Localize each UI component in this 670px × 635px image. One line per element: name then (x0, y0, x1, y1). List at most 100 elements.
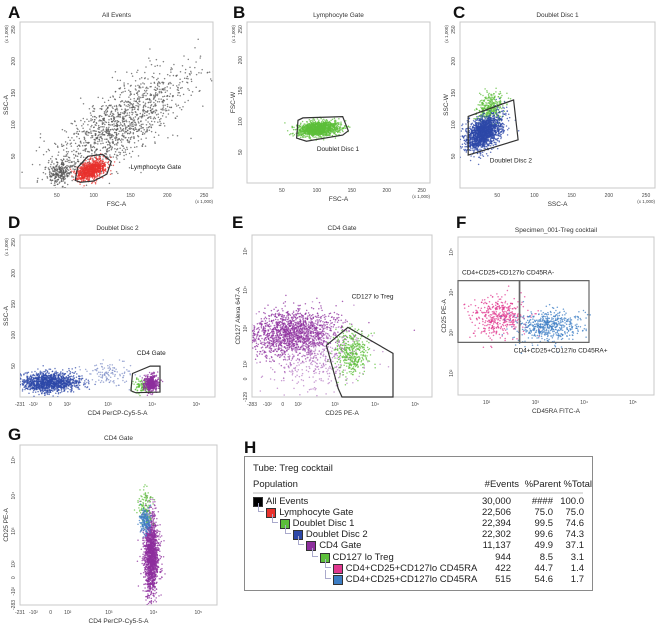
event-dot (81, 131, 83, 133)
event-dot (156, 100, 159, 103)
x-tick-label: 50 (54, 193, 60, 199)
event-dot (337, 125, 340, 128)
event-dot (144, 131, 147, 133)
event-dot (331, 134, 334, 137)
event-dot (327, 121, 330, 124)
event-dot (168, 106, 171, 108)
event-dot (340, 123, 343, 126)
gate-label: Lymphocyte Gate (130, 164, 181, 171)
event-dot (104, 153, 106, 155)
event-dot (140, 138, 143, 140)
event-dot (121, 144, 123, 147)
event-dot (94, 164, 96, 167)
event-dot (90, 167, 92, 170)
event-dot (87, 141, 90, 144)
event-dot (130, 146, 132, 149)
event-dot (492, 110, 494, 112)
event-dot (158, 124, 161, 127)
event-dot (89, 112, 92, 114)
event-dot (116, 109, 119, 111)
event-dot (136, 71, 138, 74)
event-dot (91, 105, 94, 108)
event-dot (142, 96, 145, 98)
event-dot (158, 119, 161, 121)
event-dot (85, 148, 87, 150)
event-dot (489, 145, 492, 147)
event-dot (501, 94, 503, 97)
event-dot (120, 105, 122, 108)
event-dot (127, 82, 129, 85)
event-dot (326, 121, 329, 123)
event-dot (38, 196, 40, 198)
event-dot (71, 170, 73, 173)
gate-polygon[interactable] (74, 153, 113, 183)
event-dot (212, 71, 213, 73)
event-dot (153, 82, 156, 84)
event-dot (163, 87, 165, 90)
event-dot (160, 90, 162, 93)
event-dot (61, 180, 63, 183)
event-dot (48, 171, 51, 174)
event-dot (68, 161, 70, 164)
y-tick-label: 100 (11, 120, 17, 129)
event-dot (132, 132, 135, 135)
event-dot (293, 126, 295, 129)
event-dot (187, 58, 190, 61)
event-dot (106, 114, 108, 116)
event-dot (87, 164, 89, 166)
event-dot (124, 109, 127, 111)
event-dot (140, 83, 142, 85)
event-dot (119, 126, 122, 129)
event-dot (145, 98, 147, 101)
event-dot (89, 157, 92, 159)
event-dot (301, 133, 303, 136)
event-dot (60, 171, 62, 174)
event-dot (91, 153, 93, 155)
event-dot (154, 117, 157, 120)
event-dot (508, 127, 510, 129)
event-dot (63, 176, 65, 179)
event-dot (202, 105, 204, 107)
event-dot (52, 166, 55, 169)
event-dot (93, 160, 96, 163)
event-dot (56, 180, 58, 183)
event-dot (465, 151, 468, 153)
event-dot (301, 129, 303, 132)
event-dot (150, 100, 152, 102)
event-dot (199, 55, 202, 57)
event-dot (201, 68, 203, 71)
event-dot (115, 156, 118, 158)
event-dot (52, 189, 54, 191)
event-dot (159, 124, 162, 127)
event-dot (121, 134, 123, 136)
event-dot (134, 85, 137, 87)
event-dot (116, 147, 119, 150)
event-dot (50, 172, 52, 174)
event-dot (54, 177, 56, 179)
event-dot (123, 101, 125, 104)
event-dot (338, 126, 341, 129)
event-dot (179, 87, 182, 90)
event-dot (98, 120, 100, 122)
event-dot (497, 116, 499, 118)
event-dot (92, 104, 94, 107)
event-dot (98, 165, 100, 167)
event-dot (65, 173, 68, 175)
event-dot (95, 137, 97, 139)
event-dot (176, 89, 179, 91)
event-dot (128, 128, 130, 130)
event-dot (131, 75, 134, 77)
gate-polygon[interactable] (295, 115, 350, 142)
event-dot (87, 158, 89, 160)
event-dot (86, 171, 88, 173)
event-dot (94, 163, 97, 165)
event-dot (160, 122, 162, 125)
event-dot (497, 96, 500, 98)
event-dot (51, 161, 53, 164)
event-dot (89, 165, 92, 167)
event-dot (325, 134, 328, 136)
event-dot (143, 132, 146, 135)
event-dot (140, 76, 143, 79)
panel-letter: A (8, 3, 20, 22)
event-dot (168, 109, 170, 111)
